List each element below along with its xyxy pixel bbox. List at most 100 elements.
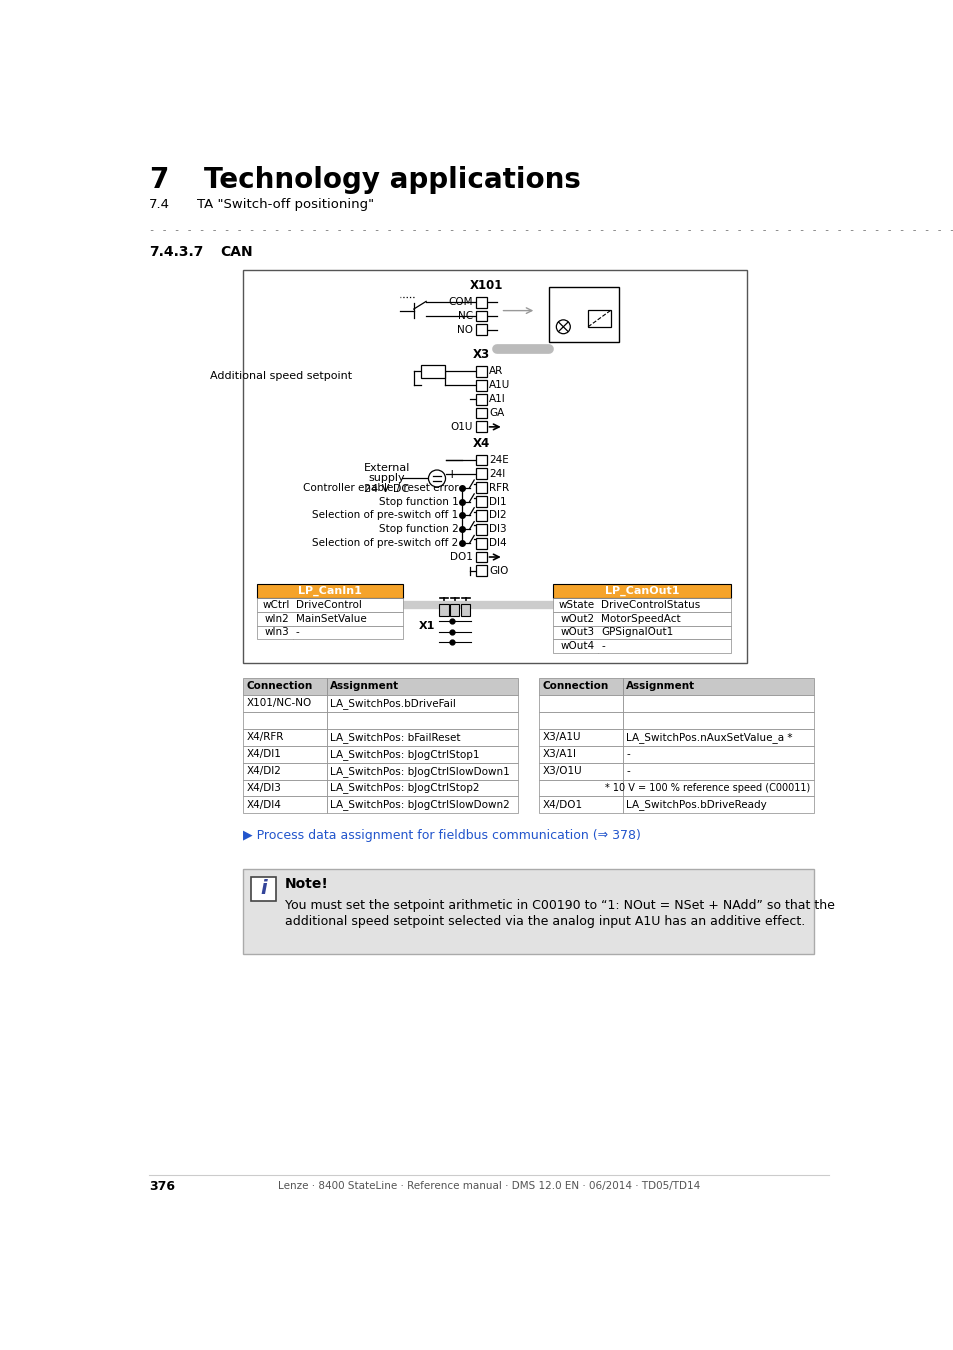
Text: X4/DO1: X4/DO1: [542, 801, 582, 810]
Bar: [549, 286, 618, 342]
Bar: [538, 729, 622, 745]
Text: Lenze · 8400 StateLine · Reference manual · DMS 12.0 EN · 06/2014 · TD05/TD14: Lenze · 8400 StateLine · Reference manua…: [277, 1181, 700, 1191]
Text: DI2: DI2: [488, 510, 506, 521]
Bar: [257, 585, 402, 598]
Bar: [538, 779, 622, 796]
Bar: [587, 310, 611, 327]
Bar: [622, 796, 813, 814]
Text: AR: AR: [488, 366, 502, 377]
Bar: [622, 729, 813, 745]
Text: X1: X1: [418, 621, 435, 630]
Text: ▶ Process data assignment for fieldbus communication (⇒ 378): ▶ Process data assignment for fieldbus c…: [243, 829, 640, 842]
Text: 24I: 24I: [488, 468, 505, 479]
Text: X4/DI4: X4/DI4: [246, 801, 281, 810]
Text: 24 V DC: 24 V DC: [364, 485, 409, 494]
Text: X4/DI1: X4/DI1: [246, 749, 281, 759]
Text: wOut3: wOut3: [560, 628, 595, 637]
Bar: [421, 366, 444, 378]
Circle shape: [556, 320, 570, 333]
Bar: [243, 763, 327, 779]
Text: LA_SwitchPos: bFailReset: LA_SwitchPos: bFailReset: [330, 732, 460, 742]
Bar: [327, 779, 517, 796]
Text: COM: COM: [448, 297, 472, 308]
Text: GIO: GIO: [488, 566, 508, 576]
Bar: [327, 745, 517, 763]
Bar: [243, 729, 327, 745]
Bar: [439, 603, 448, 617]
Bar: [476, 379, 486, 390]
Bar: [553, 612, 731, 625]
Bar: [622, 711, 813, 729]
Text: MotorSpeedAct: MotorSpeedAct: [600, 614, 680, 624]
Bar: [622, 763, 813, 779]
Bar: [538, 695, 622, 711]
Text: X3: X3: [472, 348, 489, 362]
Text: X101/NC-NO: X101/NC-NO: [246, 698, 312, 709]
Text: -: -: [600, 641, 604, 651]
Text: CAN: CAN: [220, 244, 253, 259]
Bar: [538, 745, 622, 763]
Text: wIn2: wIn2: [265, 614, 290, 624]
Text: You must set the setpoint arithmetic in C00190 to “1: NOut = NSet + NAdd” so tha: You must set the setpoint arithmetic in …: [285, 899, 834, 913]
Text: wOut4: wOut4: [560, 641, 595, 651]
Bar: [476, 510, 486, 521]
Text: wState: wState: [558, 599, 595, 610]
Bar: [257, 612, 402, 625]
Bar: [476, 455, 486, 466]
Text: supply: supply: [368, 474, 404, 483]
Bar: [476, 552, 486, 563]
Bar: [243, 678, 327, 695]
Text: Note!: Note!: [285, 878, 329, 891]
Text: wIn3: wIn3: [265, 628, 290, 637]
Text: - - - - - - - - - - - - - - - - - - - - - - - - - - - - - - - - - - - - - - - - : - - - - - - - - - - - - - - - - - - - - …: [149, 225, 953, 235]
Text: DI1: DI1: [488, 497, 506, 506]
Text: * 10 V = 100 % reference speed (C00011): * 10 V = 100 % reference speed (C00011): [604, 783, 810, 792]
Bar: [243, 270, 746, 663]
Text: Stop function 1: Stop function 1: [378, 497, 458, 506]
Bar: [243, 869, 813, 953]
Text: DriveControlStatus: DriveControlStatus: [600, 599, 700, 610]
Bar: [553, 585, 731, 598]
Text: DI4: DI4: [488, 539, 506, 548]
Text: LA_SwitchPos: bJogCtrlSlowDown2: LA_SwitchPos: bJogCtrlSlowDown2: [330, 799, 509, 810]
Bar: [327, 711, 517, 729]
Text: 376: 376: [149, 1180, 174, 1192]
Bar: [622, 779, 813, 796]
Bar: [327, 678, 517, 695]
Text: NO: NO: [456, 325, 472, 335]
Text: LA_SwitchPos: bJogCtrlSlowDown1: LA_SwitchPos: bJogCtrlSlowDown1: [330, 765, 509, 776]
Bar: [476, 566, 486, 576]
Text: NC: NC: [457, 310, 472, 321]
Text: X4/DI3: X4/DI3: [246, 783, 281, 792]
Bar: [553, 625, 731, 640]
Text: Connection: Connection: [542, 682, 608, 691]
Text: X4: X4: [472, 437, 489, 450]
Text: LA_SwitchPos: bJogCtrlStop2: LA_SwitchPos: bJogCtrlStop2: [330, 783, 479, 794]
Text: GPSignalOut1: GPSignalOut1: [600, 628, 673, 637]
Bar: [327, 763, 517, 779]
Text: LP_CanOut1: LP_CanOut1: [604, 586, 679, 595]
Bar: [450, 603, 459, 617]
Text: -: -: [625, 749, 629, 759]
Text: X3/A1I: X3/A1I: [542, 749, 576, 759]
Text: X3/A1U: X3/A1U: [542, 732, 580, 742]
Text: Stop function 2: Stop function 2: [378, 524, 458, 535]
Text: RFR: RFR: [488, 483, 509, 493]
Bar: [538, 796, 622, 814]
Text: GA: GA: [488, 408, 503, 418]
Bar: [257, 598, 402, 612]
Bar: [476, 310, 486, 321]
Text: O1U: O1U: [450, 423, 472, 432]
Bar: [476, 421, 486, 432]
Text: External: External: [363, 463, 410, 472]
Bar: [476, 482, 486, 493]
Bar: [243, 779, 327, 796]
Bar: [538, 763, 622, 779]
Bar: [257, 625, 402, 640]
Text: LA_SwitchPos.bDriveFail: LA_SwitchPos.bDriveFail: [330, 698, 456, 709]
Text: Selection of pre-switch off 1: Selection of pre-switch off 1: [313, 510, 458, 521]
Bar: [243, 711, 327, 729]
Bar: [243, 796, 327, 814]
Bar: [476, 408, 486, 418]
Text: wOut2: wOut2: [560, 614, 595, 624]
